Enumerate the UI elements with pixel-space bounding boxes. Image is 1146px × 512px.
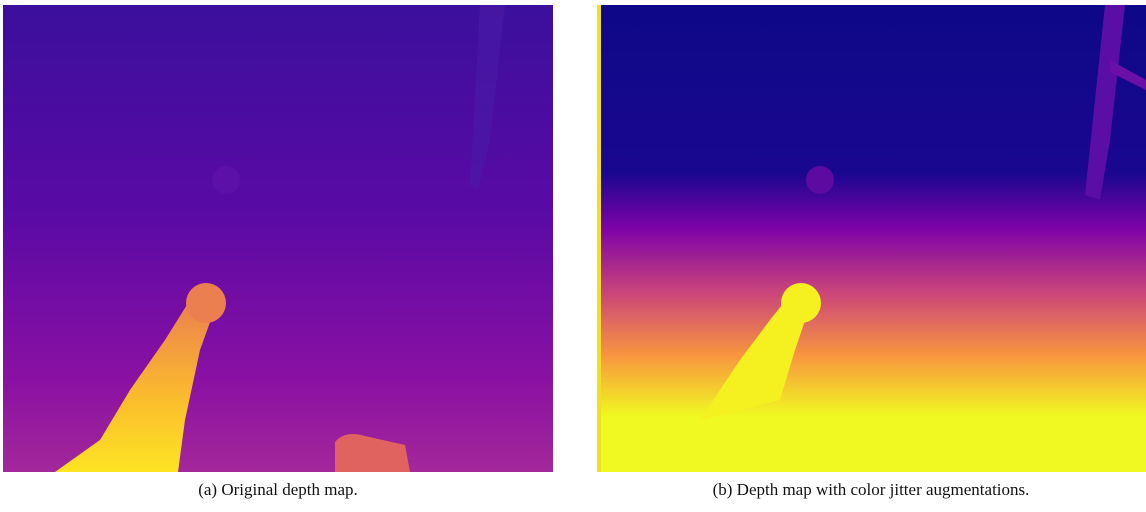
arm-head [186, 283, 226, 323]
depth-map [597, 5, 1146, 472]
page: (a) Original depth map. (b) Depth map wi… [0, 0, 1146, 512]
image-b [597, 5, 1146, 472]
caption: (a) Original depth map. [198, 480, 358, 499]
arm-head [781, 283, 821, 323]
ball [212, 166, 240, 194]
ball [806, 166, 834, 194]
image-a [3, 5, 553, 472]
depth-map [3, 5, 553, 472]
caption: (b) Depth map with color jitter augmenta… [713, 480, 1030, 499]
edge [597, 5, 601, 472]
figure: (a) Original depth map. (b) Depth map wi… [0, 0, 1146, 512]
